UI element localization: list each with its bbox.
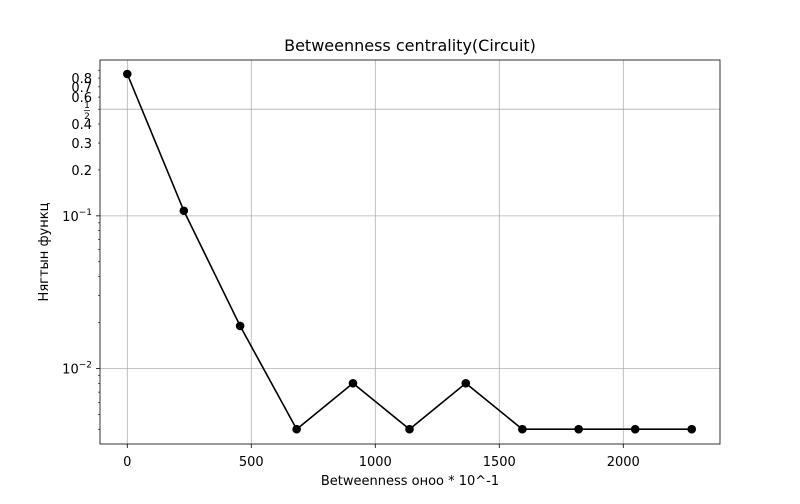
x-tick-label: 0 xyxy=(123,455,131,470)
y-tick-label: 0.7 xyxy=(71,81,92,96)
data-point xyxy=(348,378,358,388)
x-tick-label: 500 xyxy=(239,455,264,470)
y-axis-label: Нягтын функц xyxy=(37,202,52,301)
data-point xyxy=(630,424,640,434)
data-point xyxy=(122,69,132,79)
y-tick-label: 0.2 xyxy=(71,164,92,179)
y-tick-label: 0.4 xyxy=(71,118,92,133)
series-layer xyxy=(122,69,697,434)
data-point xyxy=(179,206,189,216)
data-point xyxy=(292,424,301,434)
y-tick-label: 1 xyxy=(84,101,90,111)
axis-ticks: 0 500 1000 1500 2000 10−1 10−2 12 0.80.70.6 0.4 0.… xyxy=(62,69,640,470)
y-tick-label: 10−2 xyxy=(62,360,92,377)
data-point xyxy=(235,321,245,331)
x-tick-label: 1500 xyxy=(483,455,516,470)
y-tick-label: 0.3 xyxy=(71,137,92,152)
y-tick-label: 0.8 xyxy=(71,72,92,87)
x-tick-label: 2000 xyxy=(607,455,640,470)
data-point xyxy=(405,424,414,434)
plot-frame xyxy=(99,59,721,445)
y-tick-label: 0.6 xyxy=(71,91,92,106)
x-tick-label: 1000 xyxy=(359,455,392,470)
chart-title: Betweenness centrality(Circuit) xyxy=(284,36,536,55)
grid-lines xyxy=(100,60,720,444)
x-axis-label: Betweenness оноо * 10^-1 xyxy=(321,474,499,489)
data-point xyxy=(687,424,697,434)
y-tick-label: 10−1 xyxy=(62,208,92,225)
data-point xyxy=(574,424,583,434)
data-point xyxy=(518,424,527,434)
data-point xyxy=(461,378,471,388)
y-tick-label: 2 xyxy=(84,112,90,122)
